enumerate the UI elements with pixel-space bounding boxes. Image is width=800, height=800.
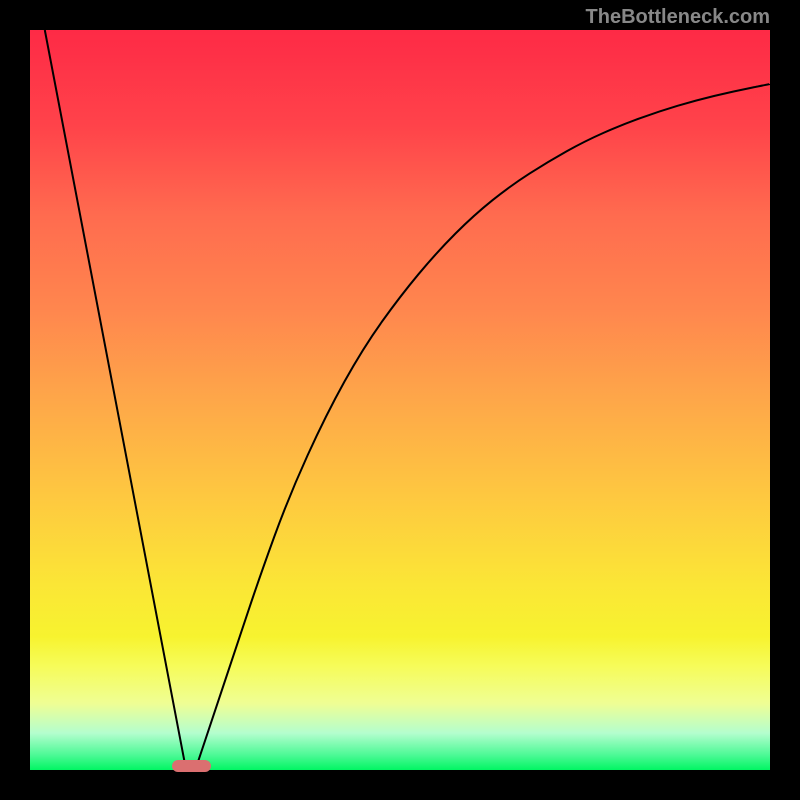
gradient-background bbox=[30, 30, 770, 770]
bottleneck-curve bbox=[30, 30, 770, 770]
watermark-text: TheBottleneck.com bbox=[586, 6, 770, 29]
plot-area bbox=[30, 30, 770, 770]
minimum-marker bbox=[172, 760, 210, 772]
